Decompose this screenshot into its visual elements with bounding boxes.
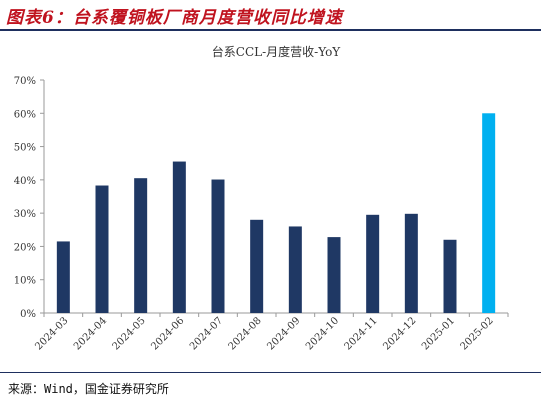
- y-tick-label: 0%: [20, 309, 36, 320]
- bar: [172, 161, 186, 313]
- bar: [443, 239, 457, 313]
- bar: [404, 213, 418, 313]
- bar: [482, 113, 496, 314]
- chart-container: 台系CCL-月度营收-YoY 0% 10% 20% 30% 40% 50% 60% 70% 202…: [0, 34, 541, 369]
- y-tick-label: 30%: [14, 209, 36, 220]
- x-tick-label: 2024-06: [149, 315, 186, 352]
- x-tick-label: 2025-02: [459, 315, 496, 352]
- y-tick-label: 10%: [14, 276, 36, 287]
- y-tick-label: 70%: [14, 76, 36, 87]
- x-tick-label: 2024-12: [381, 315, 418, 352]
- x-tick-label: 2024-09: [265, 315, 302, 352]
- y-tick-label: 50%: [14, 143, 36, 154]
- x-tick-label: 2024-10: [304, 315, 341, 352]
- y-tick-label: 20%: [14, 242, 36, 253]
- y-tick-label: 40%: [14, 176, 36, 187]
- bar: [366, 214, 380, 313]
- x-tick-label: 2024-04: [72, 315, 109, 352]
- x-tick-label: 2024-11: [343, 315, 380, 352]
- bar: [288, 226, 302, 313]
- x-tick-label: 2025-01: [420, 315, 457, 352]
- bar-chart: 台系CCL-月度营收-YoY 0% 10% 20% 30% 40% 50% 60% 70% 202…: [14, 44, 509, 353]
- x-tick-label: 2024-05: [111, 315, 148, 352]
- bar: [56, 241, 70, 313]
- source-note: 来源：Wind，国金证券研究所: [8, 382, 169, 396]
- figure-footer: 来源：Wind，国金证券研究所: [0, 372, 541, 404]
- figure-caption: 图表6：台系覆铜板厂商月度营收同比增速: [6, 8, 343, 28]
- x-tick-label: 2024-07: [188, 315, 225, 352]
- bar: [250, 219, 264, 313]
- x-tick-label: 2024-03: [33, 315, 70, 352]
- bar: [95, 185, 109, 313]
- figure-header: 图表6：台系覆铜板厂商月度营收同比增速: [0, 0, 541, 31]
- x-tick-label: 2024-08: [227, 315, 264, 352]
- bar: [211, 179, 225, 313]
- chart-title: 台系CCL-月度营收-YoY: [212, 44, 342, 59]
- y-tick-label: 60%: [14, 109, 36, 120]
- bar: [134, 178, 148, 313]
- bar: [327, 237, 341, 313]
